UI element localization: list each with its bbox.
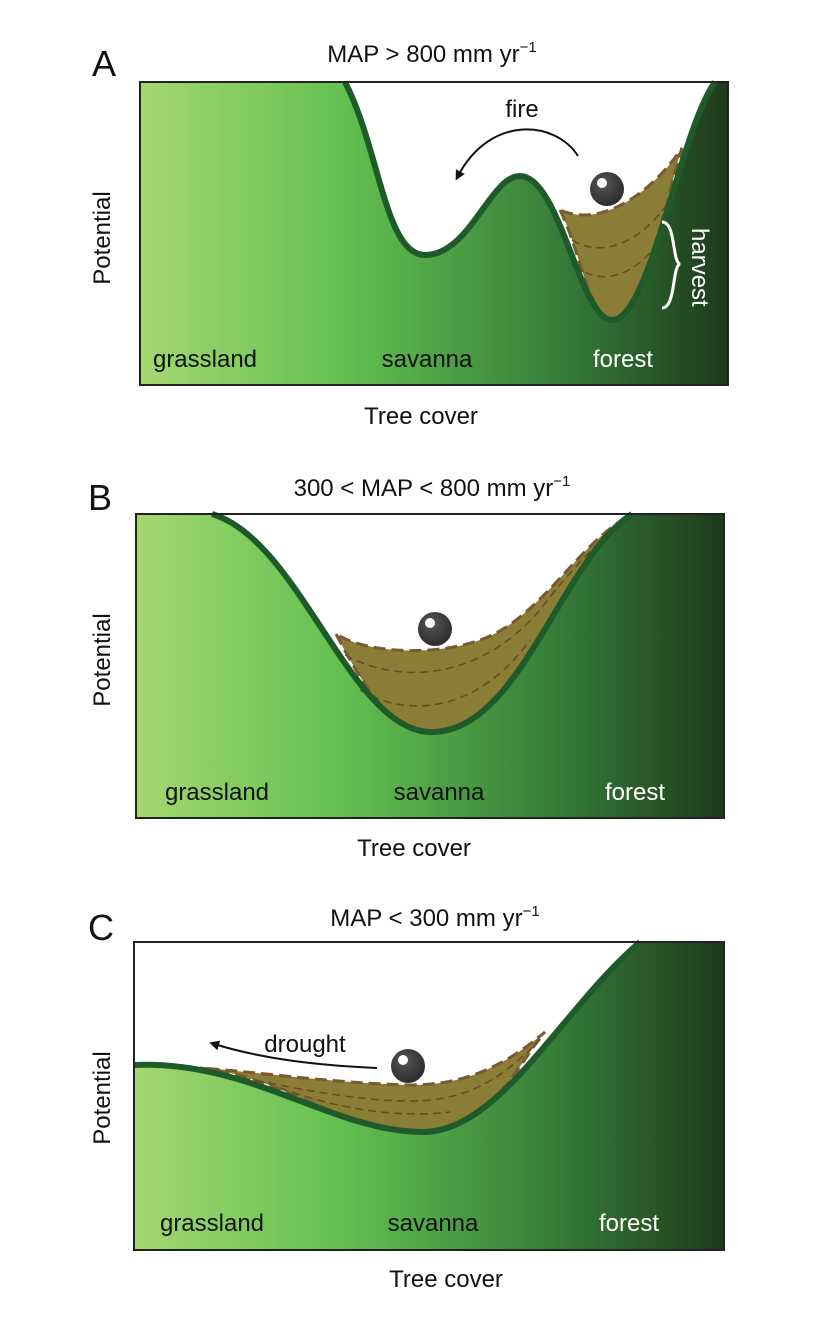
arrow: [209, 1040, 378, 1069]
frame: [133, 941, 725, 1251]
annotation: fire: [505, 96, 538, 123]
x-label: Tree cover: [389, 1266, 503, 1293]
ball-highlight: [425, 618, 435, 628]
y-label: Potential: [89, 191, 116, 284]
region-label: savanna: [394, 779, 485, 806]
ball: [590, 172, 624, 206]
region-label: forest: [605, 779, 665, 806]
text: MAP > 800 mm yr: [327, 41, 519, 68]
text: 300 < MAP < 800 mm yr: [294, 475, 554, 502]
arrow: [455, 128, 579, 181]
panel-letter: B: [88, 477, 112, 518]
panel-title: MAP < 300 mm yr−1: [330, 903, 539, 932]
frame: [139, 81, 729, 386]
text: −1: [523, 903, 540, 920]
region-label: forest: [599, 1210, 659, 1237]
panel-a: A MAP > 800 mm yr−1 fire harvest grassla…: [89, 39, 729, 430]
y-label: Potential: [89, 1051, 116, 1144]
y-label: Potential: [89, 613, 116, 706]
panel-b: B 300 < MAP < 800 mm yr−1 grassland sava…: [88, 473, 725, 862]
panel-letter: C: [88, 907, 114, 948]
text: −1: [553, 473, 570, 490]
frame: [135, 513, 725, 819]
potential-curve: [211, 511, 634, 736]
region-label: grassland: [153, 346, 257, 373]
ball: [391, 1049, 425, 1083]
potential-curve: [133, 939, 642, 1136]
potential-curve: [342, 80, 718, 324]
brace: [661, 220, 682, 310]
ball-highlight: [597, 178, 607, 188]
region-label: savanna: [382, 346, 473, 373]
annotation: drought: [264, 1031, 346, 1058]
panel-c: C MAP < 300 mm yr−1 drought grassland sa…: [88, 903, 725, 1293]
basin-lines: [229, 1039, 541, 1115]
panel-letter: A: [92, 43, 116, 84]
x-label: Tree cover: [364, 403, 478, 430]
text: MAP < 300 mm yr: [330, 905, 522, 932]
text: −1: [520, 39, 537, 56]
region-label: forest: [593, 346, 653, 373]
region-label: grassland: [160, 1210, 264, 1237]
panel-title: MAP > 800 mm yr−1: [327, 39, 536, 68]
region-label: savanna: [388, 1210, 479, 1237]
x-label: Tree cover: [357, 835, 471, 862]
annotation: harvest: [686, 228, 713, 307]
ball: [418, 612, 452, 646]
ball-highlight: [398, 1055, 408, 1065]
panel-title: 300 < MAP < 800 mm yr−1: [294, 473, 571, 502]
region-label: grassland: [165, 779, 269, 806]
